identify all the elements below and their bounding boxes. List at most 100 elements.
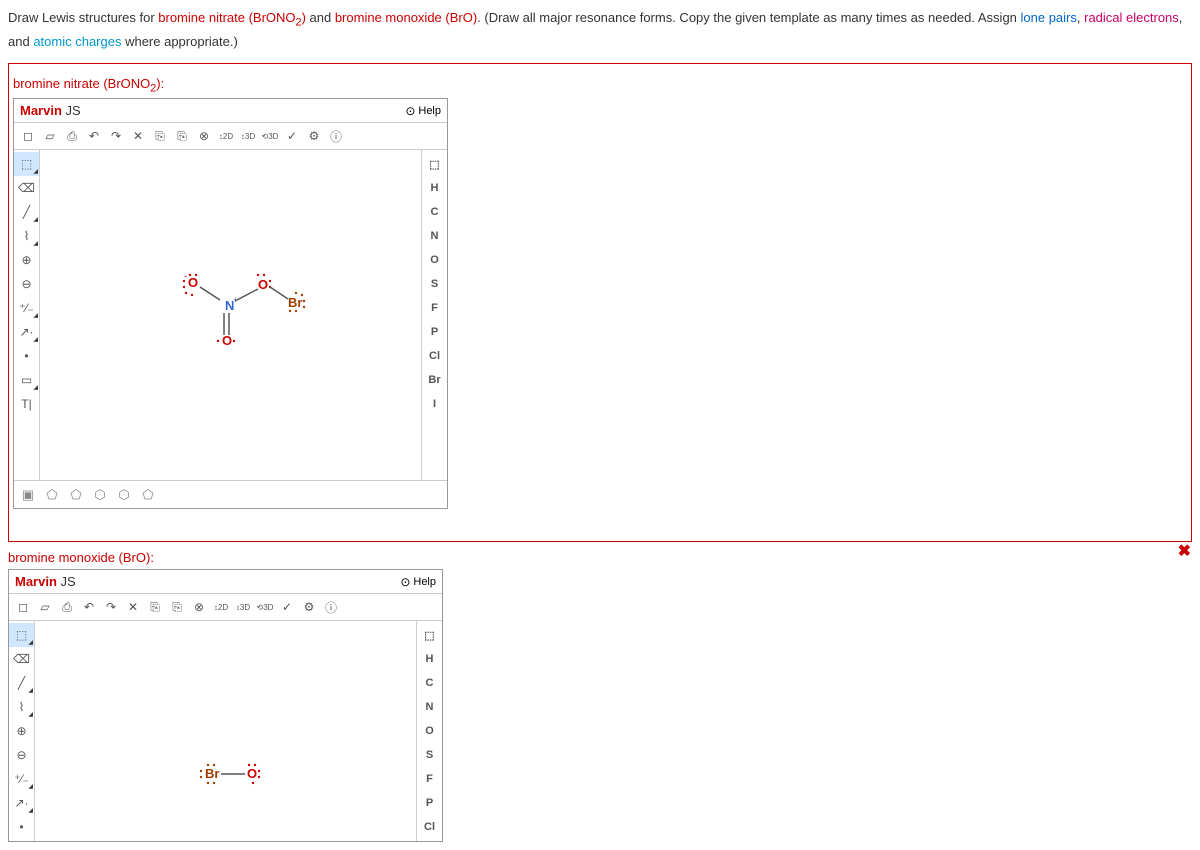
right-toolbar: ⬚HCNOSFPClBrI bbox=[421, 150, 447, 480]
toolbar-btn-2[interactable]: ⎙ bbox=[62, 126, 82, 146]
toolbar-btn-9[interactable]: ↕2D bbox=[211, 597, 231, 617]
left-tool-4[interactable]: ⊕ bbox=[14, 248, 39, 272]
toolbar-btn-4[interactable]: ↷ bbox=[101, 597, 121, 617]
help-button[interactable]: Help bbox=[405, 104, 441, 118]
left-tool-0[interactable]: ⬚◢ bbox=[14, 152, 39, 176]
left-tool-2[interactable]: ╱◢ bbox=[9, 671, 34, 695]
toolbar-btn-7[interactable]: ⎘ bbox=[167, 597, 187, 617]
left-tool-6[interactable]: ⁺⁄₋◢ bbox=[9, 767, 34, 791]
top-toolbar: ◻▱⎙↶↷✕⎘⎘⊗↕2D↕3D⟲3D✓⚙ⓘ bbox=[14, 123, 447, 150]
element-H[interactable]: H bbox=[417, 647, 442, 671]
molecule-brono2: N + O - O O bbox=[180, 265, 320, 345]
element-P[interactable]: P bbox=[422, 320, 447, 344]
left-tool-9[interactable]: ▭◢ bbox=[14, 368, 39, 392]
element-Cl[interactable]: Cl bbox=[417, 815, 442, 839]
element-S[interactable]: S bbox=[417, 743, 442, 767]
toolbar-btn-13[interactable]: ⚙ bbox=[299, 597, 319, 617]
shape-btn-2[interactable]: ⬠ bbox=[66, 485, 86, 505]
element-P[interactable]: P bbox=[417, 791, 442, 815]
svg-text:Br: Br bbox=[205, 766, 219, 781]
left-tool-5[interactable]: ⊖ bbox=[9, 743, 34, 767]
drawing-canvas[interactable]: Br O bbox=[35, 621, 416, 821]
svg-text:-: - bbox=[184, 271, 187, 281]
left-tool-3[interactable]: ⌇◢ bbox=[14, 224, 39, 248]
element-Br[interactable]: Br bbox=[422, 368, 447, 392]
element-H[interactable]: H bbox=[422, 176, 447, 200]
toolbar-btn-2[interactable]: ⎙ bbox=[57, 597, 77, 617]
toolbar-btn-11[interactable]: ⟲3D bbox=[255, 597, 275, 617]
svg-text:O: O bbox=[258, 277, 268, 292]
toolbar-btn-0[interactable]: ◻ bbox=[13, 597, 33, 617]
help-button[interactable]: Help bbox=[400, 575, 436, 589]
marvin-title: Marvin JS bbox=[20, 103, 81, 118]
left-tool-1[interactable]: ⌫ bbox=[9, 647, 34, 671]
element-N[interactable]: N bbox=[417, 695, 442, 719]
toolbar-btn-3[interactable]: ↶ bbox=[79, 597, 99, 617]
close-icon[interactable]: ✖ bbox=[1178, 541, 1191, 561]
element-⬚[interactable]: ⬚ bbox=[422, 152, 447, 176]
shape-btn-0[interactable]: ▣ bbox=[18, 485, 38, 505]
toolbar-btn-4[interactable]: ↷ bbox=[106, 126, 126, 146]
left-tool-4[interactable]: ⊕ bbox=[9, 719, 34, 743]
left-toolbar: ⬚◢⌫╱◢⌇◢⊕⊖⁺⁄₋◢↗·◢• bbox=[9, 621, 35, 841]
left-tool-10[interactable]: T| bbox=[14, 392, 39, 416]
element-O[interactable]: O bbox=[422, 248, 447, 272]
toolbar-btn-13[interactable]: ⚙ bbox=[304, 126, 324, 146]
left-tool-5[interactable]: ⊖ bbox=[14, 272, 39, 296]
left-tool-2[interactable]: ╱◢ bbox=[14, 200, 39, 224]
toolbar-btn-10[interactable]: ↕3D bbox=[233, 597, 253, 617]
toolbar-btn-3[interactable]: ↶ bbox=[84, 126, 104, 146]
element-N[interactable]: N bbox=[422, 224, 447, 248]
element-C[interactable]: C bbox=[422, 200, 447, 224]
toolbar-btn-12[interactable]: ✓ bbox=[282, 126, 302, 146]
left-tool-7[interactable]: ↗·◢ bbox=[9, 791, 34, 815]
toolbar-btn-14[interactable]: ⓘ bbox=[326, 126, 346, 146]
section-label-1: bromine nitrate (BrONO2): bbox=[13, 76, 1187, 95]
shape-btn-5[interactable]: ⬠ bbox=[138, 485, 158, 505]
left-tool-6[interactable]: ⁺⁄₋◢ bbox=[14, 296, 39, 320]
toolbar-btn-14[interactable]: ⓘ bbox=[321, 597, 341, 617]
toolbar-btn-12[interactable]: ✓ bbox=[277, 597, 297, 617]
shape-btn-4[interactable]: ⬡ bbox=[114, 485, 134, 505]
top-toolbar: ◻▱⎙↶↷✕⎘⎘⊗↕2D↕3D⟲3D✓⚙ⓘ bbox=[9, 594, 442, 621]
molecule-bro: Br O bbox=[195, 761, 295, 791]
toolbar-btn-8[interactable]: ⊗ bbox=[189, 597, 209, 617]
element-C[interactable]: C bbox=[417, 671, 442, 695]
right-toolbar: ⬚HCNOSFPCl bbox=[416, 621, 442, 841]
left-tool-8[interactable]: • bbox=[9, 815, 34, 839]
element-S[interactable]: S bbox=[422, 272, 447, 296]
toolbar-btn-7[interactable]: ⎘ bbox=[172, 126, 192, 146]
svg-text:O: O bbox=[222, 333, 232, 345]
toolbar-btn-1[interactable]: ▱ bbox=[35, 597, 55, 617]
left-tool-0[interactable]: ⬚◢ bbox=[9, 623, 34, 647]
svg-text:Br: Br bbox=[288, 295, 302, 310]
left-tool-3[interactable]: ⌇◢ bbox=[9, 695, 34, 719]
marvin-editor-2: Marvin JS Help ◻▱⎙↶↷✕⎘⎘⊗↕2D↕3D⟲3D✓⚙ⓘ ⬚◢⌫… bbox=[8, 569, 443, 842]
element-⬚[interactable]: ⬚ bbox=[417, 623, 442, 647]
toolbar-btn-8[interactable]: ⊗ bbox=[194, 126, 214, 146]
left-tool-8[interactable]: • bbox=[14, 344, 39, 368]
question-text: Draw Lewis structures for bromine nitrat… bbox=[8, 8, 1192, 53]
left-tool-1[interactable]: ⌫ bbox=[14, 176, 39, 200]
element-O[interactable]: O bbox=[417, 719, 442, 743]
marvin-title: Marvin JS bbox=[15, 574, 76, 589]
marvin-editor-1: Marvin JS Help ◻▱⎙↶↷✕⎘⎘⊗↕2D↕3D⟲3D✓⚙ⓘ ⬚◢⌫… bbox=[13, 98, 448, 509]
drawing-canvas[interactable]: N + O - O O bbox=[40, 150, 421, 480]
toolbar-btn-10[interactable]: ↕3D bbox=[238, 126, 258, 146]
element-I[interactable]: I bbox=[422, 392, 447, 416]
toolbar-btn-11[interactable]: ⟲3D bbox=[260, 126, 280, 146]
toolbar-btn-5[interactable]: ✕ bbox=[123, 597, 143, 617]
toolbar-btn-6[interactable]: ⎘ bbox=[145, 597, 165, 617]
element-F[interactable]: F bbox=[422, 296, 447, 320]
toolbar-btn-6[interactable]: ⎘ bbox=[150, 126, 170, 146]
shape-btn-1[interactable]: ⬠ bbox=[42, 485, 62, 505]
toolbar-btn-5[interactable]: ✕ bbox=[128, 126, 148, 146]
shape-btn-3[interactable]: ⬡ bbox=[90, 485, 110, 505]
element-F[interactable]: F bbox=[417, 767, 442, 791]
left-tool-7[interactable]: ↗·◢ bbox=[14, 320, 39, 344]
toolbar-btn-9[interactable]: ↕2D bbox=[216, 126, 236, 146]
element-Cl[interactable]: Cl bbox=[422, 344, 447, 368]
toolbar-btn-0[interactable]: ◻ bbox=[18, 126, 38, 146]
bottom-toolbar: ▣⬠⬠⬡⬡⬠ bbox=[14, 480, 447, 508]
toolbar-btn-1[interactable]: ▱ bbox=[40, 126, 60, 146]
